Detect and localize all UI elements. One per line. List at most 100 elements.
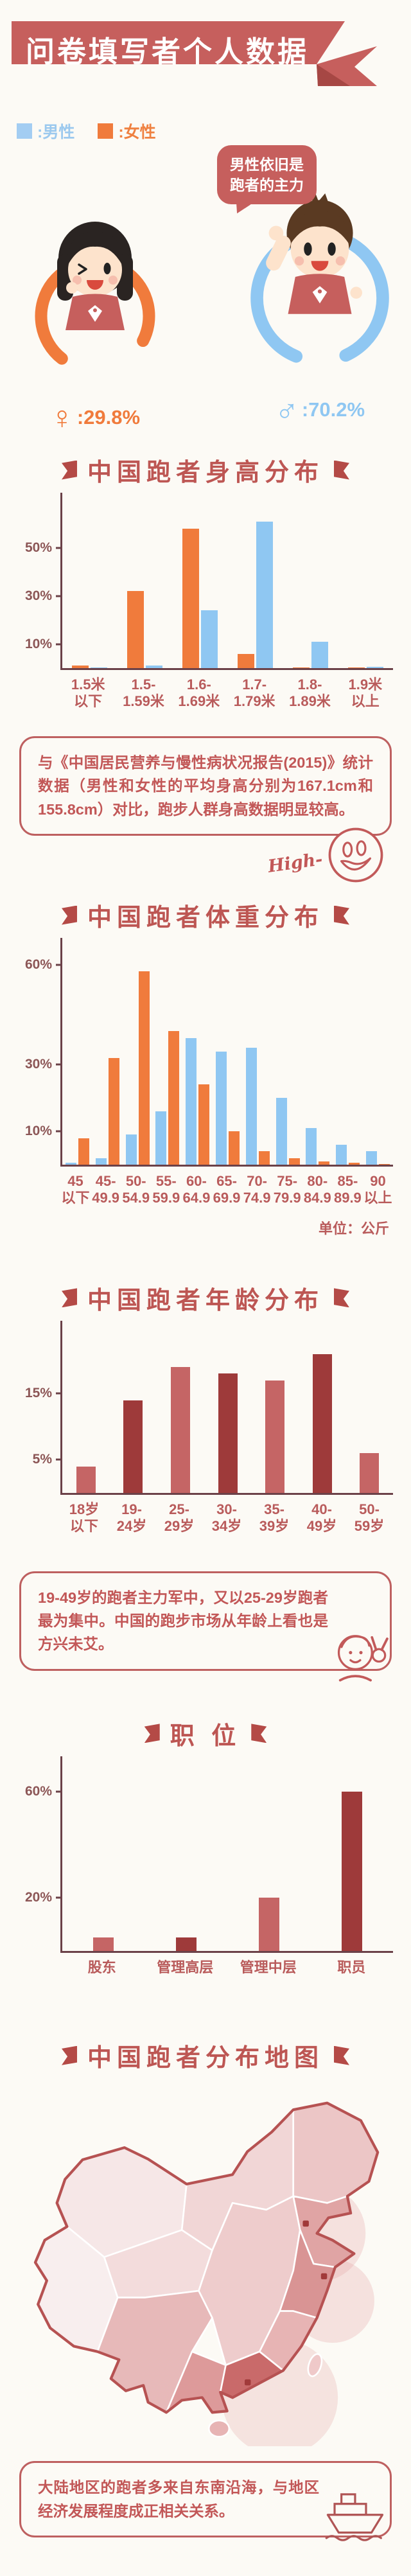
跑者占比-bar — [341, 1791, 362, 1951]
x-axis-labels: 股东 管理高层 管理中层 职员 — [60, 1953, 393, 1976]
y-tick-label: 20% — [24, 1890, 52, 1905]
x-tick-label: 1.6- 1.69米 — [178, 676, 220, 710]
plot-area: 10% 30% 50% — [25, 493, 393, 670]
y-tick-mark — [56, 547, 62, 549]
男性-bar — [306, 1127, 317, 1165]
y-tick-label: 60% — [24, 1783, 52, 1799]
女性-bar — [347, 667, 365, 668]
男性-bar — [125, 1134, 137, 1165]
gender-legend: :男性 :女性 — [17, 119, 411, 143]
plot-area: 10% 30% 60% — [25, 938, 393, 1167]
男性-bar — [336, 1144, 347, 1165]
male-percentage: ♂ :70.2% — [243, 391, 397, 428]
x-tick-label: 90 以上 — [363, 1173, 392, 1206]
bar-group — [62, 1773, 145, 1951]
y-tick-mark — [56, 1063, 62, 1066]
weight-chart: 10% 30% 60% 45 以下 45- 49.9 50- 54.9 55- 59.9 60- 64.… — [18, 938, 393, 1238]
跑者占比-bar — [360, 1453, 380, 1493]
x-tick-label: 50- 59岁 — [354, 1501, 385, 1535]
weight-title-text: 中国跑者体重分布 — [87, 904, 324, 932]
legend-female: :女性 — [98, 119, 156, 143]
male-value: :70.2% — [301, 398, 365, 421]
男性-bar — [91, 667, 108, 668]
男性-bar — [95, 1158, 107, 1165]
x-tick-label: 股东 — [87, 1959, 116, 1975]
bar-group — [338, 509, 393, 668]
china-runner-distribution-map — [10, 2095, 401, 2456]
title-flag-left-icon — [144, 1724, 160, 1743]
y-tick-mark — [56, 1790, 62, 1793]
y-tick-label: 30% — [24, 1057, 52, 1072]
title-flag-left-icon — [61, 460, 77, 480]
x-tick-label: 25- 29岁 — [164, 1501, 195, 1535]
x-tick-label: 50- 54.9 — [122, 1173, 150, 1206]
female-symbol-icon: ♀ — [49, 400, 74, 436]
女性-bar — [127, 591, 144, 668]
y-tick-label: 10% — [24, 1124, 52, 1139]
y-tick-mark — [56, 1392, 62, 1395]
male-runner-illustration — [250, 190, 389, 367]
x-tick-label: 35- 39岁 — [259, 1501, 290, 1535]
女性-bar — [292, 667, 310, 668]
男性-bar — [275, 1098, 287, 1165]
male-swatch-icon — [17, 123, 32, 139]
title-flag-right-icon — [334, 1288, 349, 1308]
y-tick-mark — [56, 595, 62, 597]
ship-icon — [325, 2493, 384, 2541]
x-tick-label: 18岁 以下 — [69, 1501, 100, 1535]
plot-area: 5% 15% — [25, 1320, 393, 1495]
x-tick-label: 55- 59.9 — [152, 1173, 180, 1206]
x-tick-label: 45- 49.9 — [92, 1173, 120, 1206]
bar-group — [243, 955, 273, 1165]
x-tick-label: 职员 — [337, 1959, 366, 1975]
ribbon-shape — [12, 21, 377, 86]
x-tick-label: 40- 49岁 — [306, 1501, 337, 1535]
跑者占比-bar — [265, 1380, 285, 1493]
legend-male: :男性 — [17, 119, 74, 143]
unit-note: 单位：公斤 — [318, 1220, 389, 1237]
男性-bar — [155, 1111, 167, 1165]
age-note-text: 19-49岁的跑者主力军中，又以25-29岁跑者最为集中。中国的跑步市场从年龄上… — [38, 1589, 328, 1653]
bar-groups — [62, 1337, 393, 1493]
bar-group — [62, 1337, 110, 1493]
女性-bar — [379, 1163, 390, 1165]
bar-group — [123, 955, 153, 1165]
section-title-height: 中国跑者身高分布 — [0, 452, 411, 488]
女性-bar — [319, 1161, 330, 1165]
x-tick-label: 75- 79.9 — [273, 1173, 301, 1206]
女性-bar — [288, 1158, 300, 1165]
跑者占比-bar — [218, 1373, 238, 1493]
跑者占比-bar — [176, 1937, 197, 1951]
bar-group — [145, 1773, 228, 1951]
男性-bar — [245, 1048, 257, 1165]
bar-group — [213, 955, 243, 1165]
女性-bar — [78, 1138, 89, 1165]
gender-split-illustration: 男性依旧是 跑者的主力 ♀ — [0, 145, 411, 436]
y-tick-label: 15% — [24, 1386, 52, 1401]
男性-bar — [366, 1151, 378, 1165]
x-tick-label: 30- 34岁 — [211, 1501, 242, 1535]
height-note-box: 与《中国居民营养与慢性病状况报告(2015)》统计数据（男性和女性的平均身高分别… — [19, 736, 392, 883]
跑者占比-bar — [258, 1898, 279, 1951]
map-note-text: 大陆地区的跑者多来自东南沿海，与地区经济发展程度成正相关关系。 — [38, 2479, 319, 2519]
y-tick-mark — [56, 1130, 62, 1133]
section-title-job: 职 位 — [0, 1716, 411, 1751]
bubble-line1: 男性依旧是 — [230, 156, 304, 173]
title-flag-right-icon — [334, 460, 349, 480]
bar-group — [273, 955, 303, 1165]
y-tick-label: 50% — [24, 540, 52, 555]
x-tick-label: 1.5米 以下 — [71, 676, 105, 710]
height-note-text: 与《中国居民营养与慢性病状况报告(2015)》统计数据（男性和女性的平均身高分别… — [38, 754, 373, 818]
legend-male-label: :男性 — [37, 123, 75, 141]
bar-groups — [62, 955, 393, 1165]
女性-bar — [258, 1151, 270, 1165]
x-tick-label: 70- 74.9 — [243, 1173, 271, 1206]
section-title-weight: 中国跑者体重分布 — [0, 897, 411, 933]
bar-group — [182, 955, 213, 1165]
age-note-box: 19-49岁的跑者主力军中，又以25-29岁跑者最为集中。中国的跑步市场从年龄上… — [19, 1571, 392, 1682]
男性-bar — [186, 1037, 197, 1165]
title-flag-right-icon — [334, 905, 349, 925]
female-value: :29.8% — [76, 406, 141, 428]
title-flag-right-icon — [251, 1724, 267, 1743]
